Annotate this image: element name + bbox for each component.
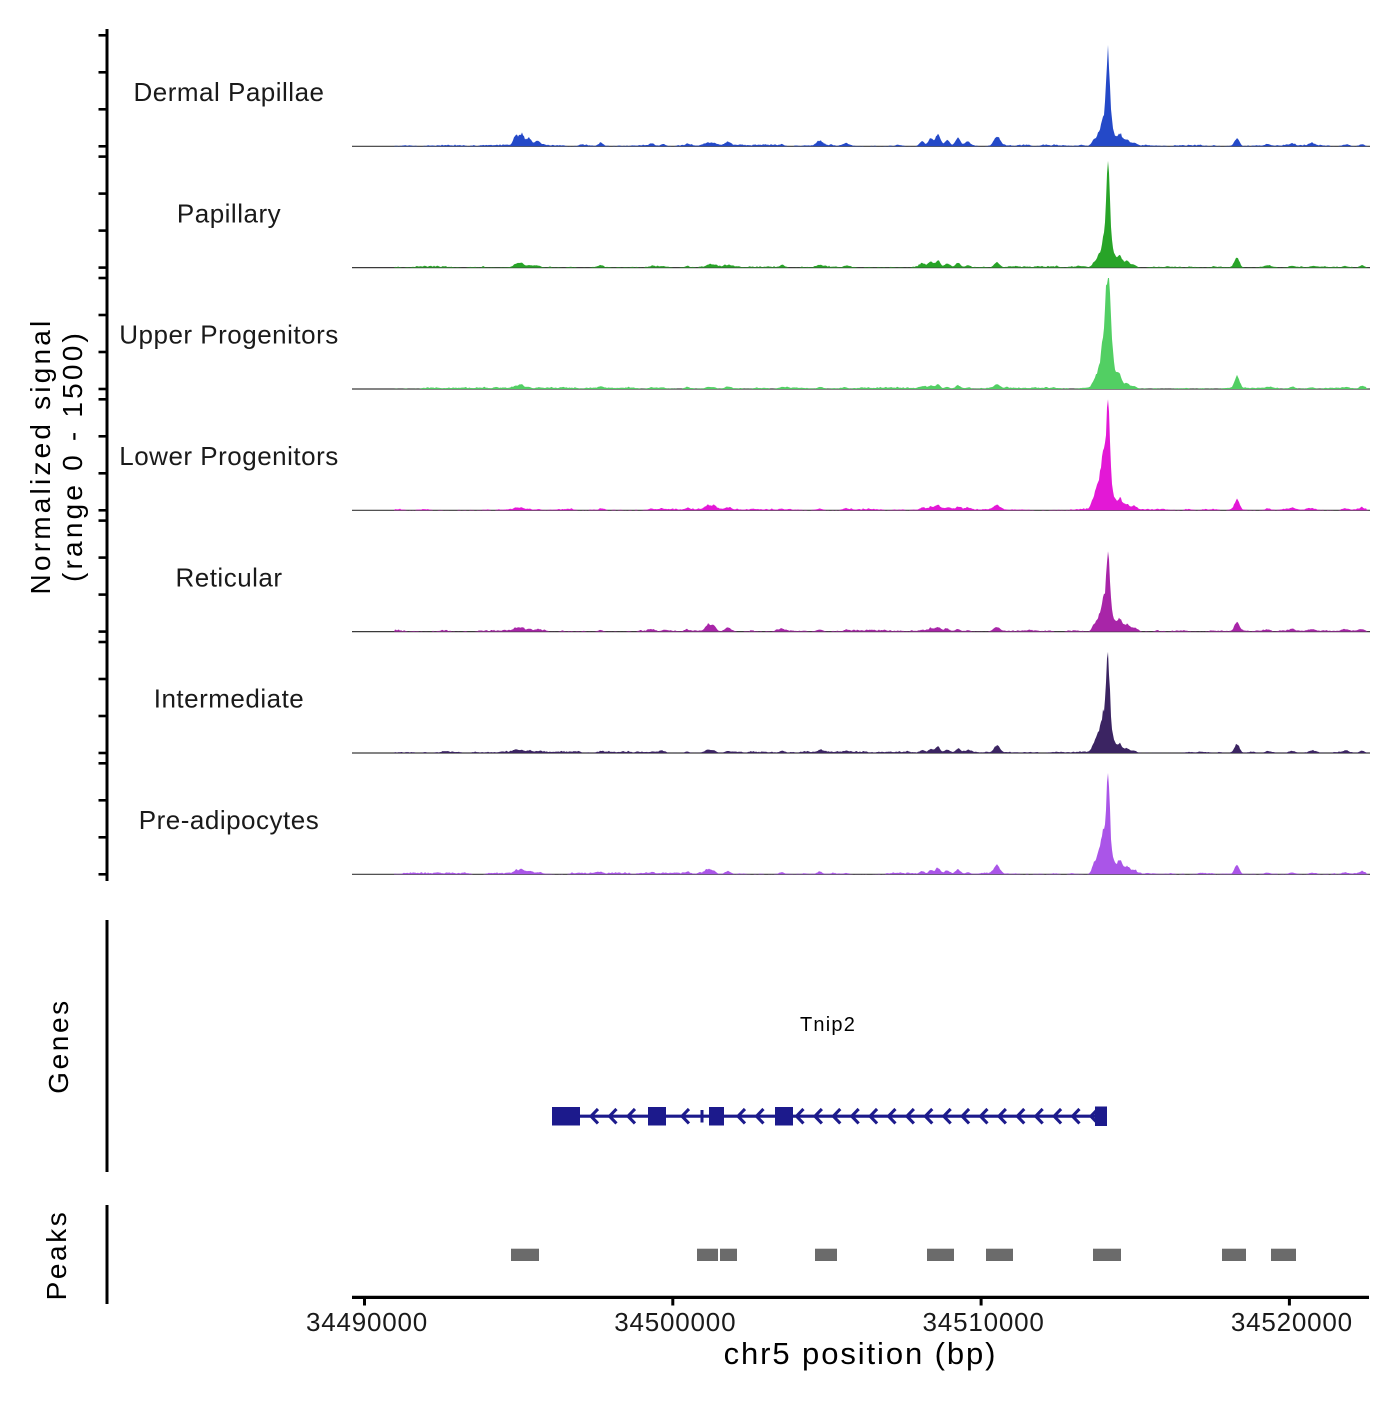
svg-text:Genes: Genes [43, 998, 74, 1094]
svg-text:34500000: 34500000 [614, 1307, 736, 1337]
svg-text:Dermal Papillae: Dermal Papillae [133, 77, 324, 107]
svg-text:Normalized signal: Normalized signal [25, 318, 56, 595]
svg-text:Reticular: Reticular [175, 562, 282, 592]
svg-text:34490000: 34490000 [306, 1307, 428, 1337]
svg-text:Tnip2: Tnip2 [800, 1014, 856, 1036]
svg-text:chr5 position (bp): chr5 position (bp) [724, 1336, 998, 1371]
svg-text:Lower Progenitors: Lower Progenitors [119, 441, 339, 471]
svg-text:Upper Progenitors: Upper Progenitors [119, 320, 339, 350]
svg-text:34510000: 34510000 [923, 1307, 1045, 1337]
svg-text:(range 0 - 1500): (range 0 - 1500) [57, 330, 88, 582]
svg-text:Papillary: Papillary [177, 198, 281, 228]
svg-text:Pre-adipocytes: Pre-adipocytes [139, 805, 319, 835]
svg-text:Peaks: Peaks [41, 1210, 72, 1301]
svg-text:Intermediate: Intermediate [154, 684, 305, 714]
svg-text:34520000: 34520000 [1231, 1307, 1353, 1337]
